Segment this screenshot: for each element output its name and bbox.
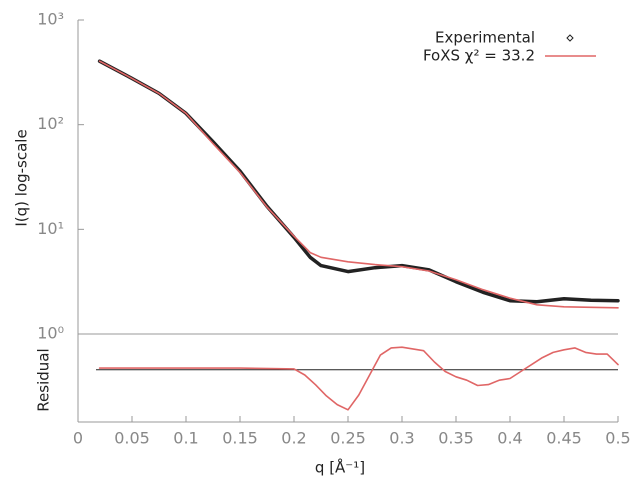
x-tick-label: 0.2	[281, 429, 306, 448]
y-axis-label: I(q) log-scale	[13, 129, 31, 226]
y-tick-label: 10²	[37, 114, 64, 133]
y-tick-label: 10⁰	[37, 324, 64, 343]
residual-label: Residual	[35, 348, 53, 411]
x-tick-label: 0.45	[546, 429, 582, 448]
x-tick-label: 0.1	[173, 429, 198, 448]
legend-label: Experimental	[435, 29, 535, 47]
x-axis-label: q [Å⁻¹]	[315, 458, 365, 477]
x-tick-label: 0.05	[114, 429, 150, 448]
y-tick-label: 10³	[37, 10, 64, 29]
line	[98, 60, 619, 309]
x-tick-label: 0.15	[222, 429, 258, 448]
x-tick-label: 0.4	[497, 429, 522, 448]
x-tick-label: 0.3	[389, 429, 414, 448]
x-tick-label: 0.5	[605, 429, 630, 448]
x-tick-label: 0.35	[438, 429, 474, 448]
line	[98, 346, 619, 411]
x-tick-label: 0.25	[330, 429, 366, 448]
legend-marker	[566, 34, 574, 42]
x-tick-label: 0	[73, 429, 83, 448]
legend-label: FoXS χ² = 33.2	[423, 47, 535, 65]
y-tick-label: 10¹	[37, 219, 64, 238]
